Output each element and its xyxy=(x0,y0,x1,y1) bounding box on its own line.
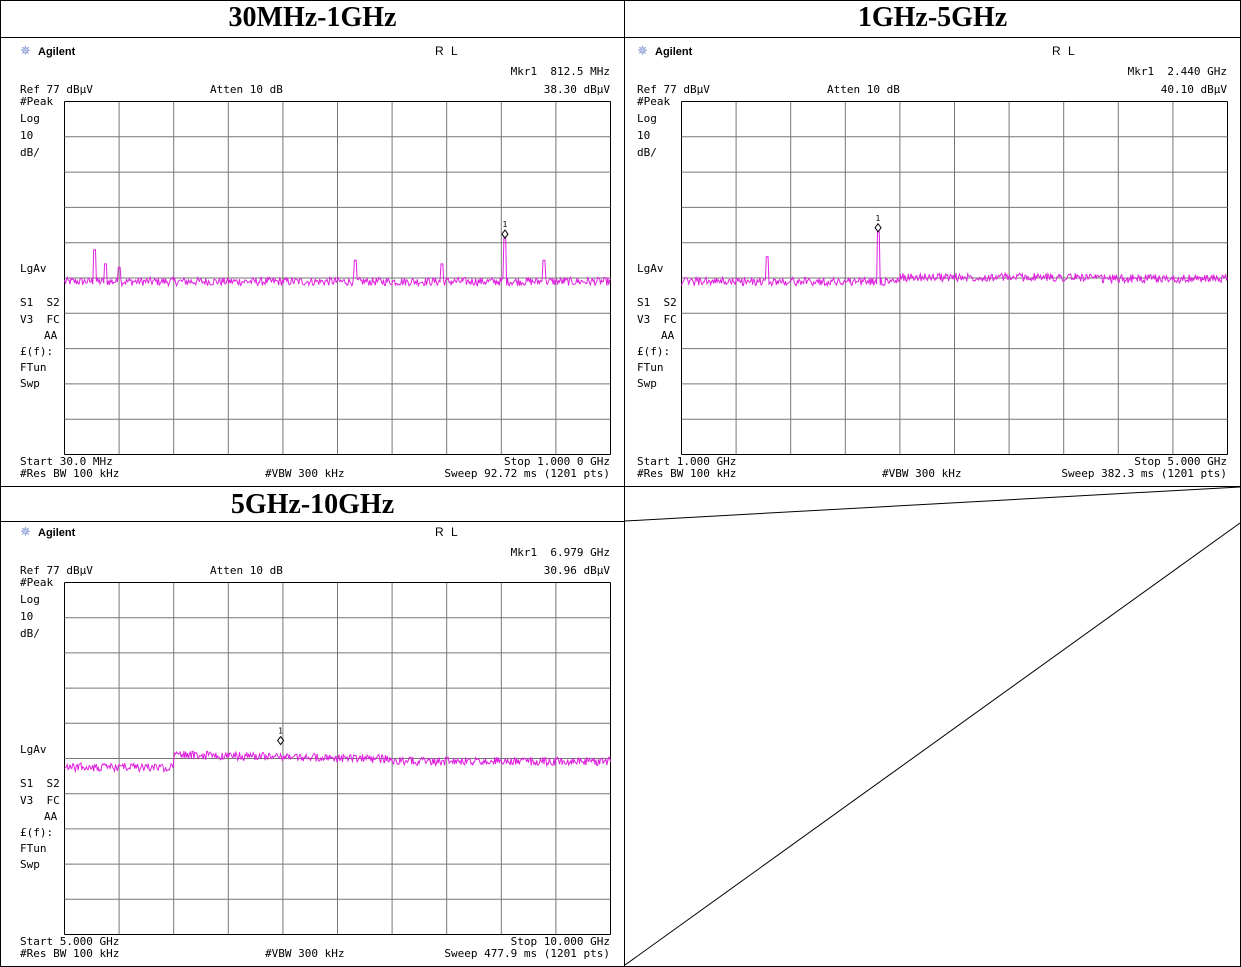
side-label: LgAv xyxy=(637,262,664,275)
marker-value: 40.10 dBµV xyxy=(1160,83,1227,96)
side-label: Log xyxy=(20,112,40,125)
video-bandwidth: #VBW 300 kHz xyxy=(265,467,345,480)
start-frequency: Start 5.000 GHz xyxy=(20,935,120,948)
sweep-info: Sweep 92.72 ms (1201 pts) xyxy=(444,467,610,480)
attenuation: Atten 10 dB xyxy=(827,83,900,96)
side-label: V3 FC xyxy=(20,794,60,807)
marker-diamond xyxy=(501,229,509,239)
agilent-logo-icon: ✵ xyxy=(637,44,648,59)
side-label: £(f): xyxy=(637,345,671,358)
title-row-divider-2 xyxy=(0,521,624,522)
side-label: 10 xyxy=(20,129,34,142)
spectrum-panel-1ghz-5ghz: ✵ Agilent R L Mkr1 2.440 GHz Ref 77 dBµV Atte… xyxy=(627,44,1231,486)
side-label: LgAv xyxy=(20,743,47,756)
side-label: Log xyxy=(637,112,657,125)
attenuation: Atten 10 dB xyxy=(210,564,283,577)
start-frequency: Start 30.0 MHz xyxy=(20,455,113,468)
empty-cell-slash xyxy=(625,487,1240,966)
resolution-bandwidth: #Res BW 100 kHz xyxy=(637,467,737,480)
brand-label: Agilent xyxy=(38,46,76,58)
side-label: £(f): xyxy=(20,345,54,358)
sweep-info: Sweep 477.9 ms (1201 pts) xyxy=(444,947,610,960)
table-divider-horizontal xyxy=(0,486,1241,487)
side-label: 10 xyxy=(20,610,34,623)
spectrum-trace xyxy=(64,237,611,288)
mode-label: R L xyxy=(1052,44,1077,58)
side-label: S1 S2 xyxy=(637,296,677,309)
side-label: Swp xyxy=(637,377,657,390)
resolution-bandwidth: #Res BW 100 kHz xyxy=(20,467,120,480)
side-label: dB/ xyxy=(20,146,40,159)
spectrum-trace xyxy=(681,231,1228,288)
side-label: AA xyxy=(44,329,58,342)
marker-value: 38.30 dBµV xyxy=(543,83,610,96)
title-cell-3: 5GHz-10GHz xyxy=(1,489,624,521)
side-label: V3 FC xyxy=(20,313,60,326)
marker-readout: Mkr1 6.979 GHz xyxy=(510,546,610,559)
ref-level: Ref 77 dBµV xyxy=(20,83,93,96)
spectrum-plot: 1 xyxy=(681,101,1228,455)
mode-label: R L xyxy=(435,525,460,539)
spectrum-plot: 1 xyxy=(64,101,611,455)
mode-label: R L xyxy=(435,44,460,58)
side-label: AA xyxy=(44,810,58,823)
spectrum-plot: 1 xyxy=(64,582,611,935)
side-label: 10 xyxy=(637,129,651,142)
marker-diamond xyxy=(874,222,882,233)
marker-readout: Mkr1 2.440 GHz xyxy=(1127,65,1227,78)
video-bandwidth: #VBW 300 kHz xyxy=(882,467,962,480)
brand-label: Agilent xyxy=(38,527,76,539)
spectrum-trace xyxy=(64,750,611,774)
panel-title: 30MHz-1GHz xyxy=(228,2,397,33)
side-label: Log xyxy=(20,593,40,606)
sweep-info: Sweep 382.3 ms (1201 pts) xyxy=(1061,467,1227,480)
title-row-divider-1 xyxy=(0,37,1241,38)
title-cell-2: 1GHz-5GHz xyxy=(625,2,1240,37)
panel-title: 1GHz-5GHz xyxy=(857,2,1008,33)
side-label: AA xyxy=(661,329,675,342)
panel-title: 5GHz-10GHz xyxy=(230,489,395,520)
side-label: LgAv xyxy=(20,262,47,275)
side-label: dB/ xyxy=(20,627,40,640)
video-bandwidth: #VBW 300 kHz xyxy=(265,947,345,960)
ref-level: Ref 77 dBµV xyxy=(637,83,710,96)
side-label: V3 FC xyxy=(637,313,677,326)
stop-frequency: Stop 1.000 0 GHz xyxy=(504,455,610,468)
table-border-left xyxy=(0,0,1,967)
side-label: Swp xyxy=(20,377,40,390)
side-label: Swp xyxy=(20,858,40,871)
agilent-logo-icon: ✵ xyxy=(20,44,31,59)
spectrum-panel-30mhz-1ghz: ✵ Agilent R L Mkr1 812.5 MHz Ref 77 dBµV Atte… xyxy=(10,44,614,486)
stop-frequency: Stop 10.000 GHz xyxy=(510,935,610,948)
side-label: FTun xyxy=(20,842,47,855)
side-label: S1 S2 xyxy=(20,777,60,790)
ref-level: Ref 77 dBµV xyxy=(20,564,93,577)
marker-diamond xyxy=(276,735,285,746)
spectrum-panel-5ghz-10ghz: ✵ Agilent R L Mkr1 6.979 GHz Ref 77 dBµV Atte… xyxy=(10,525,614,965)
start-frequency: Start 1.000 GHz xyxy=(637,455,737,468)
marker-number: 1 xyxy=(502,220,507,229)
title-cell-1: 30MHz-1GHz xyxy=(1,2,624,37)
side-label: dB/ xyxy=(637,146,657,159)
marker-readout: Mkr1 812.5 MHz xyxy=(510,65,610,78)
marker-number: 1 xyxy=(876,214,881,223)
attenuation: Atten 10 dB xyxy=(210,83,283,96)
table-divider-vertical xyxy=(624,0,625,967)
brand-label: Agilent xyxy=(655,46,693,58)
marker-value: 30.96 dBµV xyxy=(543,564,610,577)
marker-number: 1 xyxy=(278,727,283,736)
side-label: FTun xyxy=(20,361,47,374)
table-border-top xyxy=(0,0,1241,1)
side-label: #Peak xyxy=(637,95,671,108)
side-label: FTun xyxy=(637,361,664,374)
side-label: £(f): xyxy=(20,826,54,839)
agilent-logo-icon: ✵ xyxy=(20,525,31,540)
side-label: #Peak xyxy=(20,95,54,108)
stop-frequency: Stop 5.000 GHz xyxy=(1134,455,1227,468)
side-label: S1 S2 xyxy=(20,296,60,309)
resolution-bandwidth: #Res BW 100 kHz xyxy=(20,947,120,960)
side-label: #Peak xyxy=(20,576,54,589)
